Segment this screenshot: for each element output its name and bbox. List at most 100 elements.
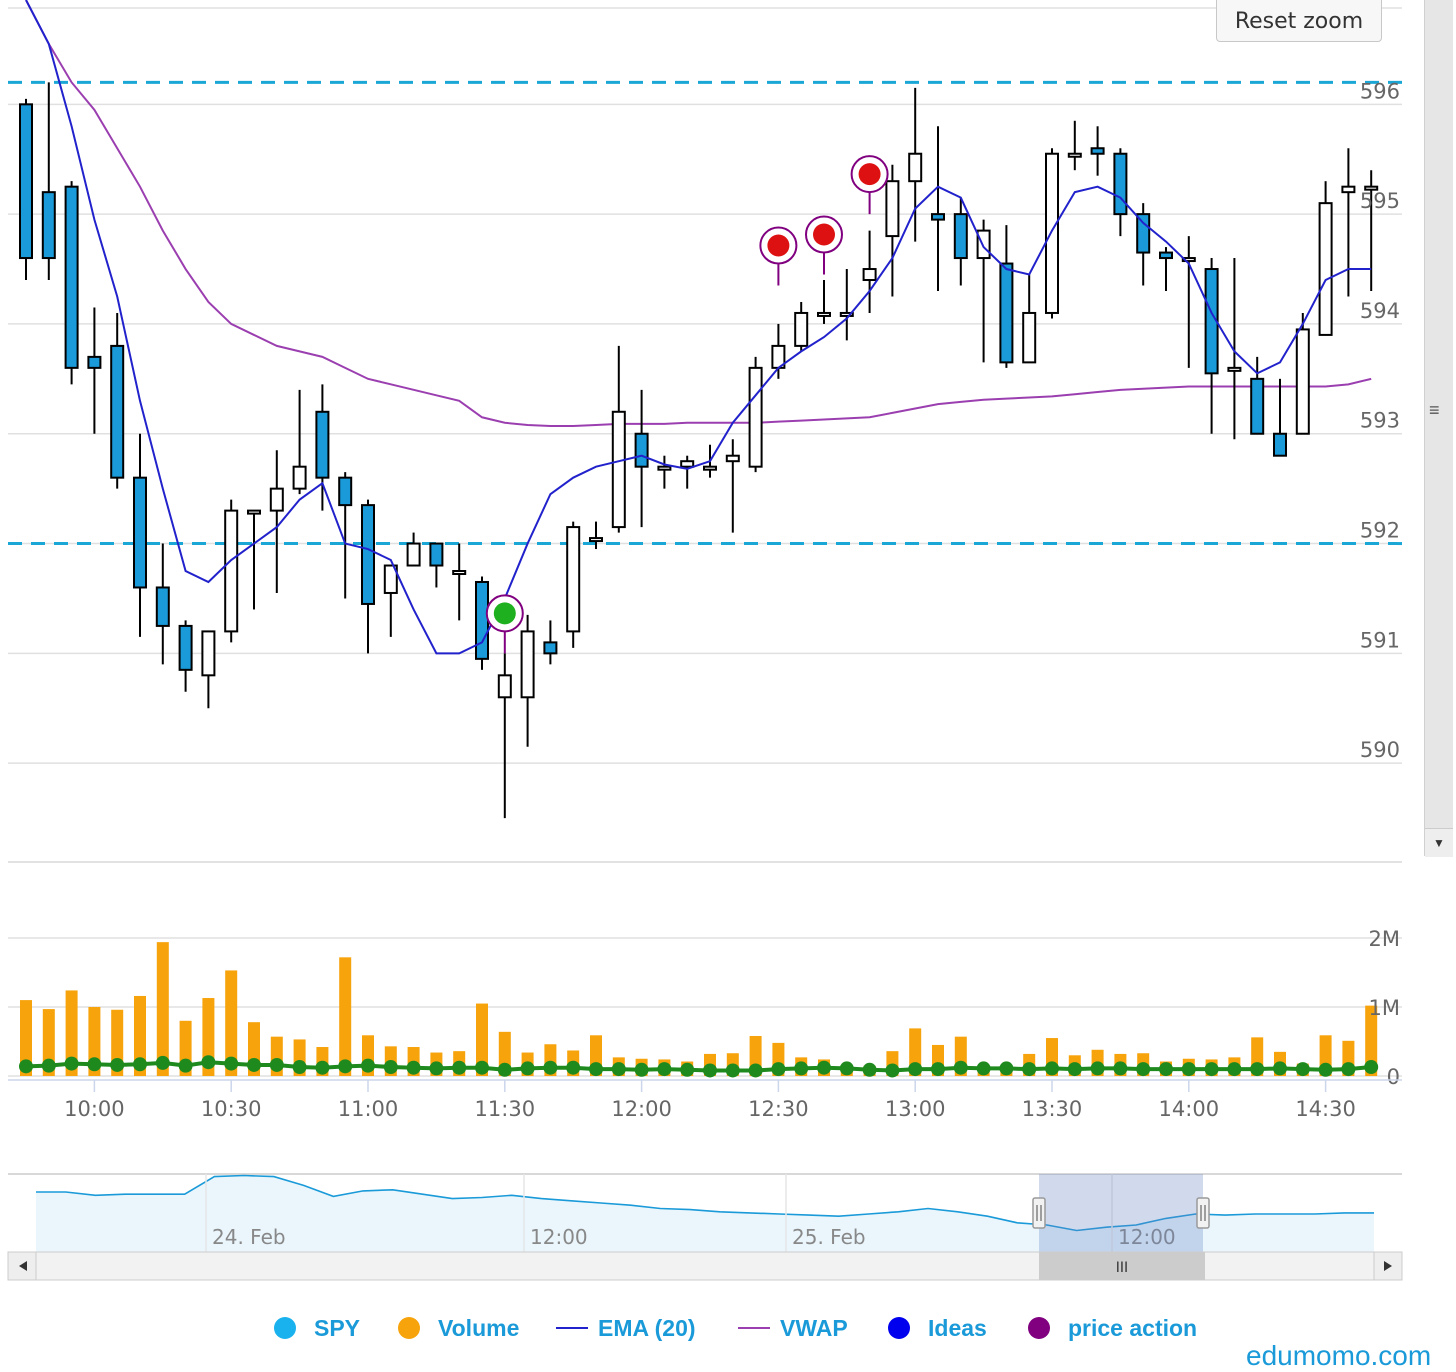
- volume-line-point: [862, 1062, 877, 1077]
- candle: [452, 543, 467, 621]
- candle: [269, 450, 284, 593]
- volume-line-point: [1181, 1062, 1196, 1077]
- candle-body: [110, 344, 125, 479]
- scroll-right-button[interactable]: [1373, 1251, 1403, 1281]
- candle-body: [475, 580, 489, 660]
- navigator[interactable]: 24. Feb 12:00 25. Feb 12:00 III: [7, 1173, 1403, 1281]
- candle: [178, 620, 193, 692]
- price-tick-label: 593: [1360, 409, 1400, 433]
- candle: [1318, 181, 1333, 336]
- legend-item-ideas[interactable]: Ideas: [888, 1308, 987, 1348]
- candle-body: [1067, 152, 1082, 158]
- scroll-down-button[interactable]: ▼: [1425, 828, 1453, 857]
- price-gridlines: [8, 7, 1402, 863]
- navigator-area: [36, 1175, 1374, 1252]
- volume-line-point: [19, 1059, 33, 1074]
- candle-body: [497, 674, 512, 699]
- volume-line-point: [178, 1058, 193, 1073]
- volume-line-point: [201, 1055, 216, 1070]
- candle-body: [725, 454, 740, 463]
- volume-bar: [339, 957, 352, 1076]
- vertical-scrollbar[interactable]: ≡ ▼: [1424, 0, 1453, 857]
- candle: [1250, 356, 1265, 435]
- candle-body: [19, 103, 33, 260]
- volume-line-point: [1204, 1062, 1219, 1077]
- candle: [999, 225, 1014, 368]
- candle-body: [657, 465, 672, 471]
- legend-item-vwap[interactable]: VWAP: [738, 1308, 848, 1348]
- candle: [41, 82, 56, 281]
- candle-body: [383, 564, 398, 594]
- candle-body: [338, 476, 353, 507]
- credits-link[interactable]: edumomo.com: [1246, 1340, 1432, 1371]
- candle: [862, 230, 877, 313]
- navigator-handle[interactable]: [1032, 1197, 1046, 1229]
- scroll-left-button[interactable]: [7, 1251, 37, 1281]
- candle-body: [999, 262, 1014, 364]
- time-tick-label: 11:30: [475, 1097, 536, 1121]
- candle-body: [178, 624, 193, 671]
- volume-line-point: [931, 1062, 945, 1077]
- legend-dot-icon: [1028, 1317, 1050, 1339]
- candle: [589, 521, 603, 550]
- scrollbar-grip-icon[interactable]: ≡: [1429, 400, 1440, 420]
- legend-item-volume[interactable]: Volume: [398, 1308, 519, 1348]
- volume-line-point: [110, 1057, 125, 1072]
- candle-body: [1159, 251, 1173, 260]
- legend-item-price-action[interactable]: price action: [1028, 1308, 1197, 1348]
- legend-item-spy[interactable]: SPY: [274, 1308, 360, 1348]
- horizontal-level-lines: [8, 80, 1402, 546]
- candle-body: [862, 268, 877, 282]
- candle: [1045, 148, 1059, 319]
- candle-body: [224, 509, 239, 633]
- volume-line-point: [1364, 1060, 1379, 1075]
- navigator-selected-range: [1039, 1174, 1203, 1252]
- volume-line-point: [1227, 1062, 1242, 1077]
- legend-label: EMA (20): [598, 1314, 696, 1341]
- candle: [1227, 258, 1242, 440]
- candle-body: [1318, 202, 1333, 336]
- candle-body: [1090, 147, 1105, 155]
- volume-line-point: [680, 1062, 695, 1077]
- candle: [566, 521, 581, 648]
- reset-zoom-button[interactable]: Reset zoom: [1216, 0, 1382, 42]
- candle: [429, 542, 444, 588]
- legend-line-icon: [556, 1327, 588, 1329]
- candle-body: [133, 476, 147, 589]
- legend-label: Ideas: [928, 1314, 987, 1341]
- candle: [725, 439, 740, 533]
- arrow-right-icon: [1384, 1261, 1392, 1271]
- candle: [406, 532, 421, 567]
- candle-body: [1045, 152, 1059, 314]
- volume-line-point: [794, 1061, 809, 1076]
- volume-line-series: [19, 1055, 1379, 1078]
- volume-axis-labels: 0 1M 2M: [1369, 927, 1400, 1089]
- candle-body: [680, 460, 695, 468]
- legend-item-ema-20[interactable]: EMA (20): [556, 1308, 696, 1348]
- volume-line-point: [589, 1062, 603, 1077]
- legend-label: price action: [1068, 1314, 1198, 1341]
- candle-body: [1113, 152, 1128, 216]
- candle-body: [155, 586, 170, 627]
- time-tick-label: 11:00: [338, 1097, 399, 1121]
- volume-line-point: [1067, 1062, 1082, 1077]
- navigator-handle[interactable]: [1196, 1197, 1210, 1229]
- sell-idea-marker: [759, 226, 798, 286]
- candle: [794, 301, 809, 352]
- volume-line-point: [771, 1062, 786, 1077]
- volume-bar: [42, 1009, 55, 1076]
- volume-line-point: [1159, 1062, 1173, 1077]
- candle-body: [703, 465, 717, 471]
- navigator-line: [36, 1174, 1374, 1232]
- legend-label: Volume: [438, 1314, 520, 1341]
- candle-body: [1022, 311, 1037, 364]
- legend-dot-icon: [888, 1317, 910, 1339]
- scroll-right-box: [1373, 1251, 1403, 1281]
- legend-dot-icon: [274, 1317, 296, 1339]
- legend-line-icon: [738, 1327, 770, 1329]
- candle: [1364, 170, 1379, 291]
- horizontal-scrollbar[interactable]: III: [7, 1251, 1403, 1281]
- time-tick-label: 14:30: [1295, 1097, 1356, 1121]
- volume-line-point: [338, 1059, 353, 1074]
- sell-idea-marker: [850, 155, 889, 215]
